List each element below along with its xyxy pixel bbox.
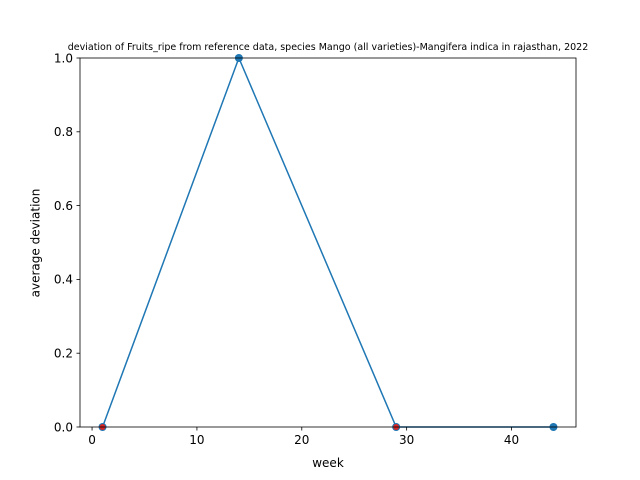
axes: 0 10 20 30 40 0.0 0.2 0.4 0.6 0.8 1.0 xyxy=(54,51,577,447)
x-tick-label: 40 xyxy=(504,433,519,447)
x-tick-label: 0 xyxy=(88,433,96,447)
axes-frame xyxy=(79,57,577,428)
x-axis-label: week xyxy=(312,456,344,470)
x-tick-label: 10 xyxy=(189,433,204,447)
y-tick-label: 0.4 xyxy=(54,273,73,287)
chart-title: deviation of Fruits_ripe from reference … xyxy=(68,42,589,53)
y-axis-label: average deviation xyxy=(29,189,43,298)
y-tick-label: 0.8 xyxy=(54,125,73,139)
y-tick-label: 0.2 xyxy=(54,347,73,361)
y-tick-label: 0.0 xyxy=(54,420,73,434)
x-tick-label: 30 xyxy=(399,433,414,447)
y-tick-label: 1.0 xyxy=(54,51,73,65)
x-tick-label: 20 xyxy=(294,433,309,447)
y-tick-label: 0.6 xyxy=(54,199,73,213)
